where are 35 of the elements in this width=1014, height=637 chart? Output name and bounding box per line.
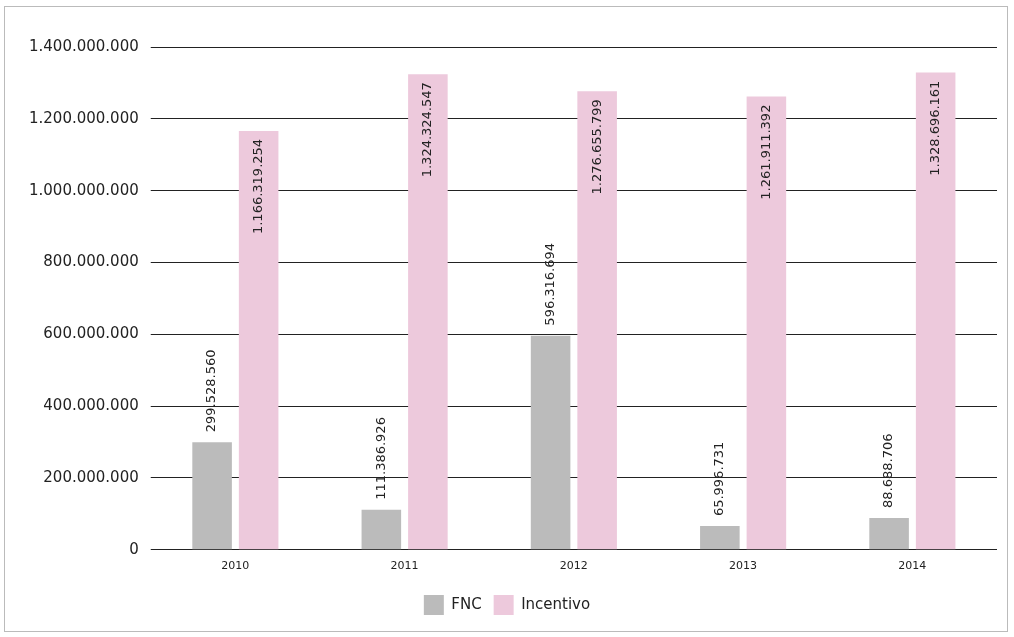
legend-label: Incentivo — [521, 594, 591, 613]
y-tick-label: 600.000.000 — [43, 324, 139, 343]
y-tick-label: 0 — [129, 539, 139, 558]
bar — [408, 74, 448, 550]
data-label: 1.324.324.547 — [419, 82, 435, 178]
data-label: 1.276.655.799 — [588, 99, 604, 195]
data-label: 1.166.319.254 — [250, 138, 266, 235]
bar — [915, 72, 956, 550]
bar — [577, 91, 617, 550]
y-tick-label: 800.000.000 — [43, 252, 139, 271]
y-tick-label: 1.000.000.000 — [28, 180, 139, 199]
x-tick-label: 2010 — [221, 559, 250, 573]
y-tick-label: 200.000.000 — [43, 467, 139, 486]
x-tick-label: 2014 — [898, 559, 927, 573]
x-tick-label: 2011 — [390, 559, 419, 573]
data-label: 65.996.731 — [711, 441, 727, 517]
y-tick-label: 400.000.000 — [43, 396, 139, 415]
data-label: 88.688.706 — [880, 433, 896, 508]
bar — [869, 517, 909, 550]
x-tick-label: 2012 — [559, 559, 588, 573]
x-tick-label: 2013 — [729, 559, 758, 573]
y-tick-label: 1.400.000.000 — [28, 36, 139, 55]
data-label: 596.316.694 — [541, 242, 557, 326]
legend-label: FNC — [451, 594, 482, 613]
bar — [700, 526, 740, 550]
bar — [238, 130, 279, 550]
y-tick-label: 1.200.000.000 — [28, 108, 139, 127]
bar — [361, 509, 402, 550]
bar — [530, 335, 571, 550]
data-label: 111.386.926 — [372, 417, 388, 500]
data-label: 1.261.911.392 — [757, 104, 773, 200]
bar — [746, 96, 787, 550]
data-label: 1.328.696.161 — [927, 80, 943, 176]
data-label: 299.528.560 — [203, 349, 219, 433]
bar — [192, 442, 232, 550]
